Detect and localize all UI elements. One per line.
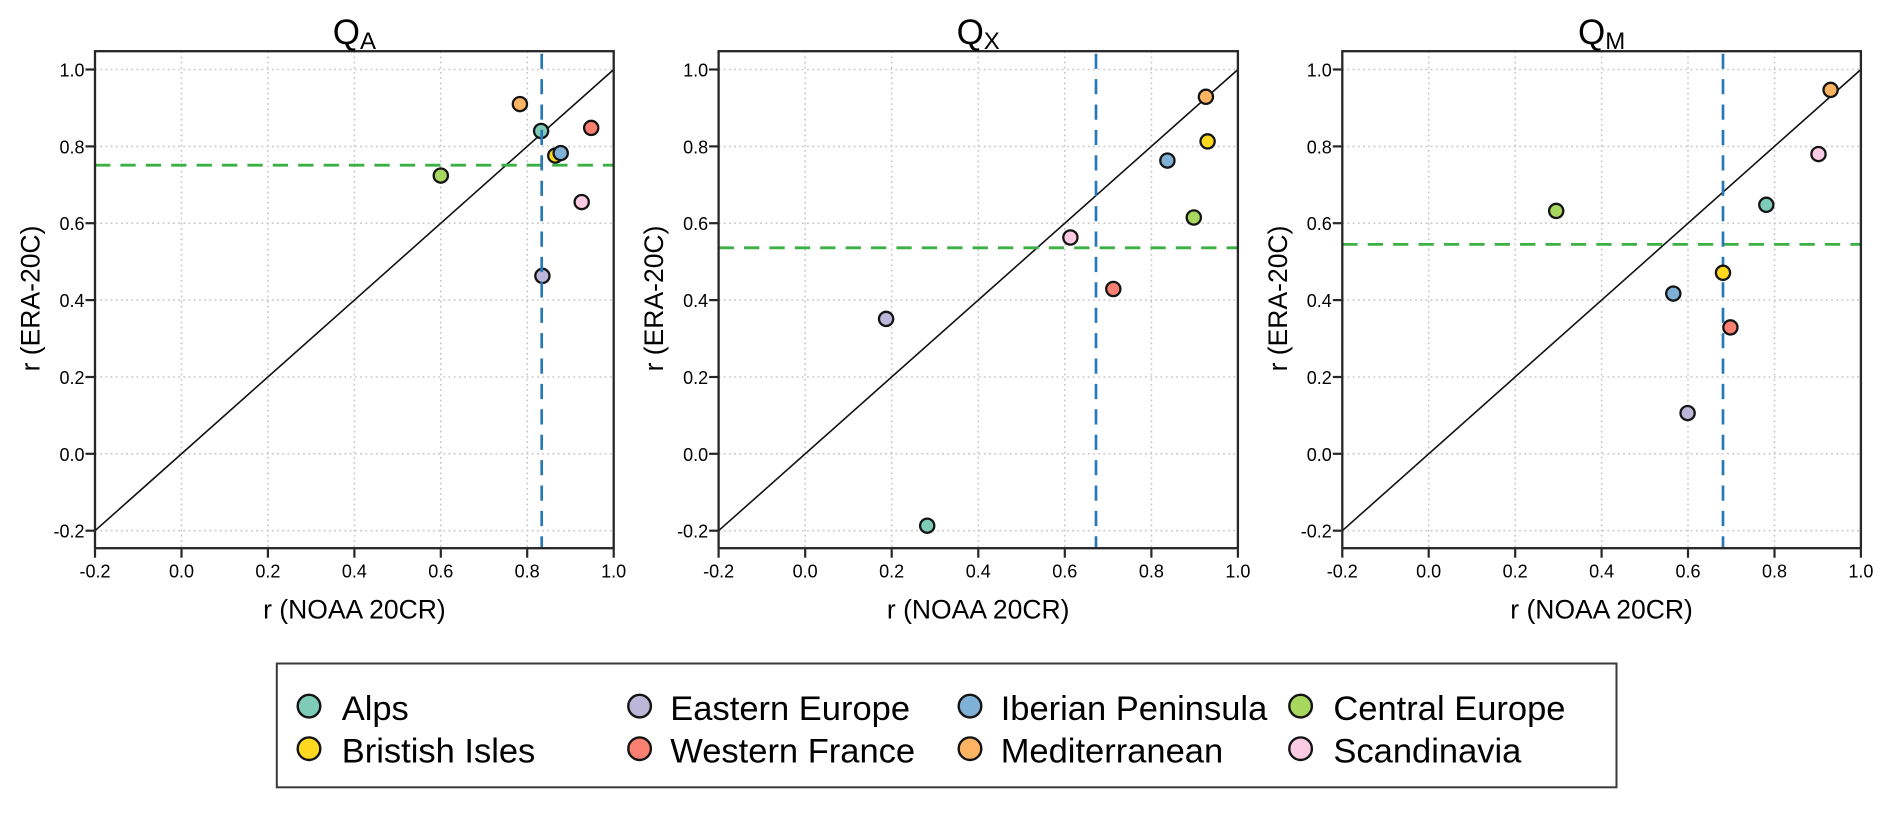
svg-text:1.0: 1.0 [59,61,84,81]
svg-text:1.0: 1.0 [1307,61,1332,81]
svg-text:0.0: 0.0 [793,562,818,582]
svg-text:0.0: 0.0 [683,445,708,465]
svg-text:1.0: 1.0 [1848,562,1873,582]
svg-text:0.6: 0.6 [59,214,84,234]
svg-text:r (ERA-20C): r (ERA-20C) [1263,226,1293,372]
svg-text:0.8: 0.8 [1139,562,1164,582]
svg-text:0.4: 0.4 [59,291,84,311]
svg-text:r (NOAA 20CR): r (NOAA 20CR) [263,595,446,625]
svg-text:Western France: Western France [670,732,915,770]
svg-text:-0.2: -0.2 [79,562,110,582]
svg-text:r (ERA-20C): r (ERA-20C) [639,226,669,372]
svg-text:0.8: 0.8 [515,562,540,582]
svg-text:0.0: 0.0 [1416,562,1441,582]
svg-text:Alps: Alps [342,690,409,728]
svg-text:Mediterranean: Mediterranean [1001,732,1223,770]
svg-text:Eastern Europe: Eastern Europe [670,690,910,728]
svg-text:-0.2: -0.2 [1301,522,1332,542]
svg-text:0.8: 0.8 [1307,137,1332,157]
svg-text:-0.2: -0.2 [53,522,84,542]
svg-text:r (NOAA 20CR): r (NOAA 20CR) [887,595,1070,625]
svg-text:1.0: 1.0 [1225,562,1250,582]
svg-text:0.4: 0.4 [1307,291,1332,311]
svg-text:0.8: 0.8 [1762,562,1787,582]
svg-text:0.6: 0.6 [1675,562,1700,582]
svg-text:0.2: 0.2 [1503,562,1528,582]
svg-text:0.2: 0.2 [1307,368,1332,388]
svg-text:-0.2: -0.2 [1327,562,1358,582]
svg-text:r (NOAA 20CR): r (NOAA 20CR) [1510,595,1693,625]
svg-text:0.8: 0.8 [683,137,708,157]
svg-text:1.0: 1.0 [683,61,708,81]
svg-text:-0.2: -0.2 [703,562,734,582]
svg-text:0.0: 0.0 [1307,445,1332,465]
svg-text:Scandinavia: Scandinavia [1333,732,1522,770]
svg-text:Central Europe: Central Europe [1333,690,1565,728]
svg-text:0.2: 0.2 [683,368,708,388]
svg-text:0.4: 0.4 [683,291,708,311]
svg-text:0.4: 0.4 [1589,562,1614,582]
svg-text:Iberian Peninsula: Iberian Peninsula [1001,690,1268,728]
svg-text:r (ERA-20C): r (ERA-20C) [16,226,46,372]
svg-text:Bristish Isles: Bristish Isles [342,732,536,770]
svg-text:-0.2: -0.2 [677,522,708,542]
svg-text:0.4: 0.4 [966,562,991,582]
svg-text:0.2: 0.2 [879,562,904,582]
svg-text:0.2: 0.2 [255,562,280,582]
svg-text:1.0: 1.0 [601,562,626,582]
svg-text:0.2: 0.2 [59,368,84,388]
svg-text:0.0: 0.0 [169,562,194,582]
svg-text:0.6: 0.6 [428,562,453,582]
svg-text:0.0: 0.0 [59,445,84,465]
svg-text:0.6: 0.6 [683,214,708,234]
svg-text:0.6: 0.6 [1307,214,1332,234]
svg-text:0.6: 0.6 [1052,562,1077,582]
svg-text:0.8: 0.8 [59,137,84,157]
svg-text:0.4: 0.4 [342,562,367,582]
